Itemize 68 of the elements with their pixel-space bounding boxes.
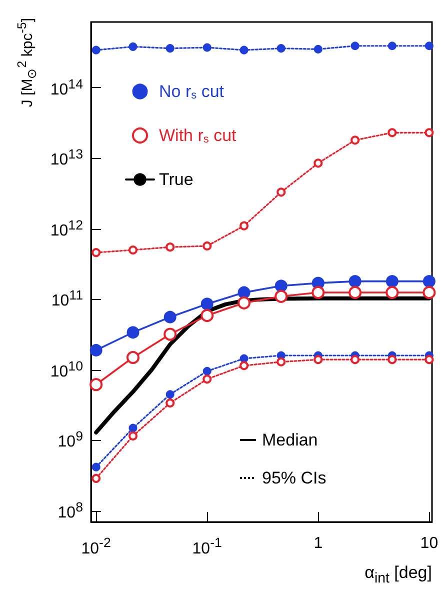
point [240, 361, 249, 370]
y-tick-label: 10$^{8}$ [58, 499, 83, 522]
point [164, 328, 177, 341]
y-tick-label: 10$^{10}$ [50, 358, 83, 381]
point [350, 136, 360, 145]
point [202, 366, 212, 376]
point [166, 44, 174, 53]
point [238, 286, 250, 299]
point [314, 355, 323, 364]
point [92, 474, 101, 483]
point [348, 286, 362, 299]
point [388, 355, 397, 364]
point [422, 275, 436, 288]
point [202, 43, 212, 52]
point [128, 42, 138, 51]
y-tick-label: 10$^{13}$ [50, 146, 83, 169]
point [274, 290, 288, 303]
point [240, 46, 248, 54]
point [312, 286, 325, 299]
legend-label: True [159, 170, 194, 189]
point [90, 344, 102, 356]
point [92, 248, 101, 258]
point [386, 275, 398, 288]
point [274, 280, 288, 292]
point [388, 42, 396, 50]
point [126, 350, 140, 364]
annotation: Median [262, 430, 318, 450]
x-tick-label: 1 [314, 535, 323, 552]
y-tick-label: 10$^{14}$ [50, 76, 83, 98]
point [424, 355, 434, 364]
point [128, 424, 138, 432]
point [276, 188, 286, 197]
x-tick-label: 10$^{-1}$ [192, 535, 222, 558]
point [314, 44, 322, 54]
point [202, 374, 212, 384]
point [90, 378, 103, 392]
point [276, 44, 286, 53]
point [238, 296, 251, 310]
point [240, 221, 249, 230]
point [164, 310, 176, 324]
point [200, 298, 214, 310]
point [202, 241, 212, 250]
point [128, 431, 138, 440]
point [422, 286, 436, 299]
point [276, 357, 286, 366]
point [166, 390, 174, 399]
point [424, 42, 434, 50]
point [350, 355, 360, 364]
point [128, 246, 138, 254]
point [166, 398, 175, 408]
point [126, 326, 140, 339]
y-tick-label: 10$^{12}$ [50, 217, 83, 240]
point [92, 46, 100, 54]
point [200, 309, 214, 322]
y-tick-label: 10$^{11}$ [51, 288, 83, 310]
point [386, 286, 399, 299]
point [314, 158, 323, 168]
annotation: 95% CIs [262, 468, 326, 488]
point [350, 42, 360, 50]
x-tick-label: 10$^{-2}$ [81, 535, 111, 558]
point [424, 128, 434, 138]
x-tick-label: 10 [420, 535, 438, 552]
point [348, 275, 362, 288]
point [92, 462, 100, 472]
point [166, 242, 175, 252]
y-tick-label: 10$^{9}$ [58, 428, 83, 452]
x-axis-title: α$_{int}$ [deg] [364, 563, 432, 586]
point [388, 128, 397, 138]
